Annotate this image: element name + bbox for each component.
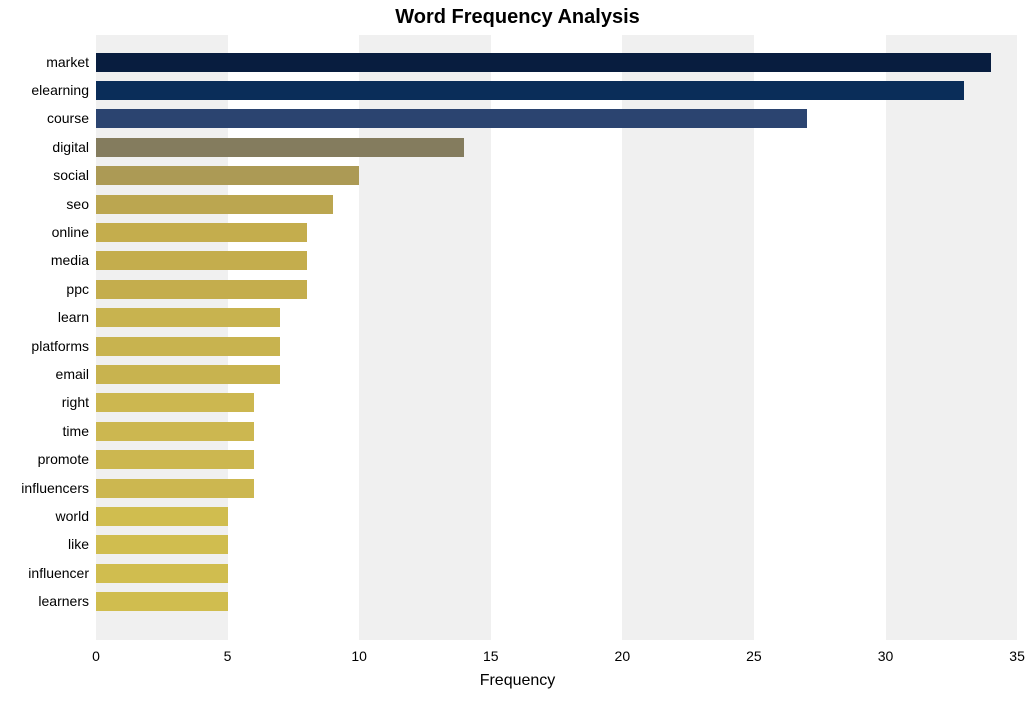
bar [96,450,254,469]
bar [96,308,280,327]
y-tick-label: course [0,110,89,126]
bar [96,109,807,128]
x-tick-label: 15 [483,648,499,664]
bar [96,195,333,214]
y-tick-label: media [0,252,89,268]
bar [96,479,254,498]
y-tick-label: market [0,54,89,70]
y-tick-label: platforms [0,338,89,354]
x-tick-label: 5 [224,648,232,664]
bar [96,280,307,299]
y-tick-label: online [0,224,89,240]
x-tick-label: 25 [746,648,762,664]
y-tick-label: influencer [0,565,89,581]
x-tick-label: 20 [615,648,631,664]
word-frequency-chart: Word Frequency Analysis Frequency market… [0,0,1035,701]
y-tick-label: influencers [0,480,89,496]
bar [96,592,228,611]
bar [96,53,991,72]
bar [96,564,228,583]
y-tick-label: email [0,366,89,382]
x-tick-label: 30 [878,648,894,664]
bar [96,138,464,157]
y-tick-label: ppc [0,281,89,297]
x-tick-label: 0 [92,648,100,664]
y-tick-label: social [0,167,89,183]
bar [96,535,228,554]
plot-area [96,35,1025,640]
y-tick-label: world [0,508,89,524]
x-tick-label: 10 [351,648,367,664]
y-tick-label: like [0,536,89,552]
x-tick-label: 35 [1009,648,1025,664]
bar [96,422,254,441]
chart-title: Word Frequency Analysis [0,6,1035,29]
y-tick-label: seo [0,196,89,212]
bar [96,81,964,100]
x-axis-label: Frequency [0,672,1035,690]
y-tick-label: digital [0,139,89,155]
bar [96,251,307,270]
y-tick-label: right [0,394,89,410]
y-tick-label: learn [0,309,89,325]
bar [96,223,307,242]
bar [96,337,280,356]
grid-band [886,35,1018,640]
bar [96,393,254,412]
y-tick-label: elearning [0,82,89,98]
y-tick-label: learners [0,593,89,609]
bar [96,166,359,185]
y-tick-label: time [0,423,89,439]
bar [96,507,228,526]
bar [96,365,280,384]
y-tick-label: promote [0,451,89,467]
